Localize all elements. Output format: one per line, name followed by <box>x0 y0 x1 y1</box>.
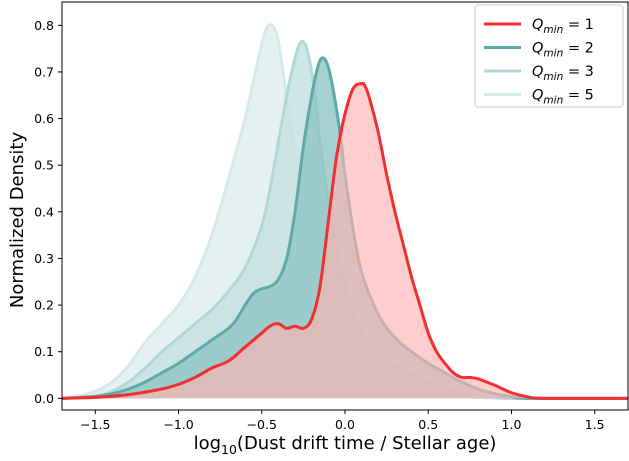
y-tick-label: 0.2 <box>34 298 54 313</box>
y-tick-label: 0.7 <box>34 64 54 79</box>
y-tick-label: 0.1 <box>34 344 54 359</box>
y-tick-label: 0.8 <box>34 18 54 33</box>
series-layer <box>62 23 628 400</box>
x-axis-label: log10(Dust drift time / Stellar age) <box>194 433 497 457</box>
x-tick-label: 1.5 <box>585 417 605 432</box>
x-tick-label: 1.0 <box>502 417 522 432</box>
legend-label: Qmin = 5 <box>532 88 594 107</box>
series-line-4 <box>62 81 628 400</box>
y-ticks: 0.0 0.1 0.2 0.3 0.4 0.5 0.6 0.7 0.8 <box>34 18 62 406</box>
x-tick-label: −1.5 <box>80 417 110 432</box>
legend-label: Qmin = 1 <box>532 17 594 36</box>
y-tick-label: 0.4 <box>34 204 54 219</box>
series-area-4 <box>62 83 628 399</box>
x-ticks: −1.5 −1.0 −0.5 0.0 0.5 1.0 1.5 <box>80 410 605 432</box>
x-tick-label: 0.5 <box>418 417 438 432</box>
x-tick-label: −1.0 <box>163 417 193 432</box>
y-tick-label: 0.5 <box>34 158 54 173</box>
y-tick-label: 0.0 <box>34 391 54 406</box>
y-axis-label: Normalized Density <box>7 132 28 309</box>
y-tick-label: 0.3 <box>34 251 54 266</box>
legend-box <box>474 4 624 108</box>
y-tick-label: 0.6 <box>34 111 54 126</box>
x-tick-label: 0.0 <box>335 417 355 432</box>
x-tick-label: −0.5 <box>247 417 277 432</box>
legend: Qmin = 1 Qmin = 2 Qmin = 3 Qmin = 5 <box>474 4 624 108</box>
legend-label: Qmin = 3 <box>532 64 594 83</box>
series-area-1 <box>62 24 628 399</box>
legend-label: Qmin = 2 <box>532 41 594 60</box>
